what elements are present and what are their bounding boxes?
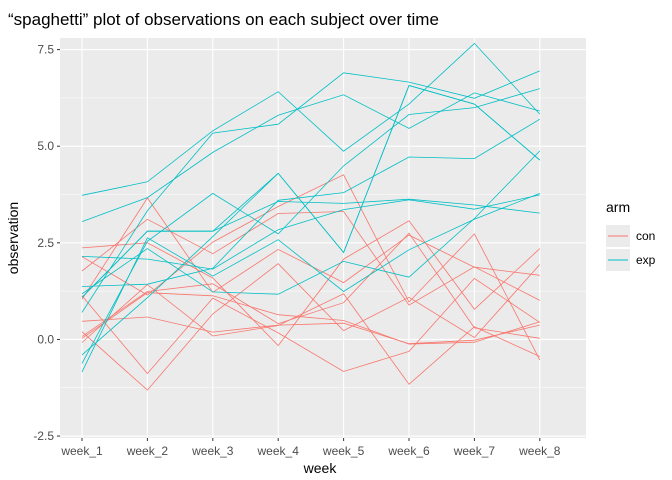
- series-line-exp-17: [81, 150, 541, 295]
- series-lines: [81, 42, 541, 391]
- series-line-exp-12: [81, 193, 540, 373]
- legend-label-exp: exp: [636, 253, 656, 267]
- chart-title: “spaghetti” plot of observations on each…: [8, 10, 439, 29]
- x-tick-label: week_8: [518, 444, 561, 458]
- x-tick-label: week_5: [322, 444, 365, 458]
- legend-title: arm: [606, 199, 630, 215]
- series-line-exp-21: [81, 198, 540, 298]
- y-tick-label: 5.0: [37, 139, 54, 153]
- x-tick-label: week_3: [191, 444, 234, 458]
- x-axis-label: week: [303, 460, 338, 476]
- y-axis: -2.5 0.0 2.5 5.0 7.5: [33, 43, 60, 443]
- series-line-con-2: [81, 277, 541, 375]
- y-tick-label: 2.5: [37, 236, 54, 250]
- y-tick-label: 7.5: [37, 43, 54, 57]
- x-tick-label: week_1: [60, 444, 103, 458]
- series-line-con-8: [81, 284, 540, 385]
- x-tick-label: week_4: [257, 444, 300, 458]
- y-tick-label: 0.0: [37, 332, 54, 346]
- x-tick-label: week_6: [387, 444, 430, 458]
- series-line-exp-18: [81, 118, 541, 287]
- series-line-exp-14: [81, 88, 540, 364]
- series-line-con-5: [81, 316, 540, 345]
- series-line-exp-13: [81, 194, 540, 270]
- series-line-exp-15: [81, 70, 540, 313]
- legend: arm con exp: [606, 199, 656, 271]
- series-line-con-10: [81, 174, 541, 361]
- series-line-con-1: [81, 263, 541, 391]
- series-line-con-6: [81, 220, 541, 347]
- y-tick-label: -2.5: [33, 429, 54, 443]
- x-tick-label: week_2: [126, 444, 169, 458]
- series-line-con-9: [81, 232, 540, 339]
- x-axis: week_1 week_2 week_3 week_4 week_5 week_6 week…: [60, 438, 561, 458]
- legend-label-con: con: [636, 229, 655, 243]
- series-line-exp-11: [81, 92, 540, 222]
- y-axis-label: observation: [5, 202, 21, 274]
- series-line-exp-16: [81, 42, 541, 196]
- x-tick-label: week_7: [453, 444, 496, 458]
